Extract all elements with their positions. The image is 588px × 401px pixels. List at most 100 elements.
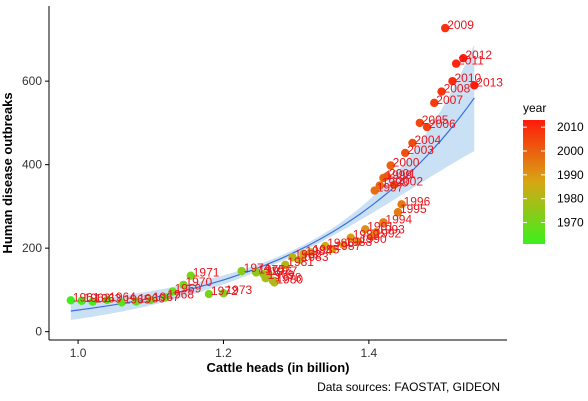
legend-ticks: 1970 1980 1990 2000 2010 — [523, 120, 584, 230]
point-label-2005: 2005 — [422, 113, 449, 127]
x-tick-label: 1.2 — [215, 346, 232, 360]
data-point-1981 — [281, 260, 290, 270]
point-label-2007: 2007 — [436, 93, 463, 107]
point-label-1961: 1961 — [73, 290, 100, 304]
data-point-2009 — [441, 23, 450, 33]
point-label-1976: 1976 — [265, 264, 292, 278]
data-point-1993 — [371, 228, 381, 237]
point-label-1987: 1987 — [335, 239, 362, 253]
data-point-1990 — [353, 237, 363, 247]
y-axis: 0 200 400 600 — [22, 6, 50, 340]
data-point-1982 — [288, 253, 297, 262]
point-label-2010: 2010 — [454, 71, 481, 85]
data-point-2001 — [382, 172, 392, 181]
data-point-2011 — [451, 59, 461, 68]
point-label-1992: 1992 — [375, 226, 402, 240]
legend: year 1970 1980 1990 2000 2010 — [523, 101, 584, 244]
point-label-1990: 1990 — [360, 232, 387, 246]
point-label-1963: 1963 — [95, 292, 122, 306]
point-label-1989: 1989 — [353, 228, 380, 242]
data-point-2006 — [422, 122, 432, 132]
legend-tick-label: 2010 — [557, 120, 584, 134]
point-label-1996: 1996 — [404, 194, 431, 208]
point-label-1985: 1985 — [313, 242, 340, 256]
data-point-1985 — [306, 248, 315, 257]
point-label-1997: 1997 — [377, 181, 404, 195]
point-label-1964: 1964 — [109, 290, 136, 304]
legend-tick-label: 1990 — [557, 168, 584, 182]
data-point-1973 — [219, 289, 228, 298]
point-label-1971: 1971 — [193, 266, 220, 280]
point-label-1993: 1993 — [378, 222, 405, 236]
point-label-2012: 2012 — [465, 48, 492, 62]
legend-tick-label: 1980 — [557, 192, 584, 206]
points-layer — [66, 23, 479, 307]
point-label-2011: 2011 — [458, 54, 484, 68]
x-ticks: 1.0 1.2 1.4 — [70, 340, 378, 360]
x-tick-label: 1.0 — [70, 346, 87, 360]
point-label-1980: 1980 — [276, 272, 303, 286]
point-labels-layer: 1961196219631964196519661967196819691970… — [73, 18, 503, 306]
data-point-1964 — [102, 295, 112, 305]
data-point-1962 — [77, 296, 86, 305]
point-label-1983: 1983 — [302, 250, 329, 264]
point-label-1973: 1973 — [225, 283, 252, 297]
data-point-1979 — [261, 274, 270, 283]
y-tick-label: 0 — [35, 325, 42, 339]
point-label-1998: 1998 — [382, 176, 409, 190]
data-point-1965 — [117, 298, 126, 307]
point-label-2013: 2013 — [476, 75, 503, 89]
x-axis: 1.0 1.2 1.4 — [49, 339, 507, 360]
data-point-2013 — [470, 81, 479, 90]
data-point-1986 — [321, 241, 330, 251]
point-label-1999: 1999 — [385, 168, 412, 182]
data-point-1975 — [251, 268, 261, 277]
data-point-2002 — [390, 180, 399, 189]
data-point-1988 — [339, 240, 348, 250]
point-label-1979: 1979 — [268, 268, 295, 282]
point-label-1967: 1967 — [153, 290, 180, 304]
point-label-2009: 2009 — [447, 18, 474, 32]
data-point-2004 — [408, 138, 417, 148]
data-point-2000 — [386, 161, 395, 170]
y-ticks: 0 200 400 600 — [22, 74, 49, 339]
point-label-1986: 1986 — [327, 236, 354, 250]
data-point-2008 — [437, 87, 446, 96]
point-label-1978: 1978 — [275, 271, 302, 285]
legend-colorbar — [523, 120, 545, 244]
y-tick-label: 400 — [22, 158, 42, 172]
point-label-2000: 2000 — [393, 155, 420, 169]
data-source-caption: Data sources: FAOSTAT, GIDEON — [317, 380, 500, 394]
data-point-1968 — [161, 293, 170, 302]
point-label-2003: 2003 — [407, 143, 434, 157]
data-point-2012 — [459, 53, 468, 63]
data-point-1989 — [346, 233, 355, 242]
y-axis-title: Human disease outbreaks — [0, 92, 15, 253]
y-tick-label: 200 — [22, 241, 42, 255]
point-label-1968: 1968 — [167, 287, 194, 301]
data-point-1972 — [204, 289, 214, 299]
data-point-1970 — [179, 280, 188, 290]
y-tick-label: 600 — [22, 74, 42, 88]
point-label-1991: 1991 — [367, 219, 394, 233]
data-point-1987 — [328, 244, 337, 254]
data-point-2007 — [430, 98, 439, 108]
point-label-2008: 2008 — [444, 82, 471, 96]
data-point-2003 — [401, 148, 410, 158]
data-point-2005 — [415, 118, 424, 128]
data-point-1991 — [361, 225, 370, 234]
point-label-2004: 2004 — [414, 133, 441, 147]
data-point-1996 — [397, 200, 406, 209]
legend-tick-label: 1970 — [557, 216, 584, 230]
data-point-1967 — [146, 295, 155, 305]
legend-title: year — [523, 101, 546, 115]
point-label-1974: 1974 — [244, 261, 271, 275]
point-label-1972: 1972 — [211, 284, 238, 298]
point-label-1984: 1984 — [305, 244, 332, 258]
x-axis-title: Cattle heads (in billion) — [206, 360, 349, 375]
data-point-1974 — [237, 266, 246, 276]
data-point-1969 — [168, 287, 177, 296]
point-label-2001: 2001 — [389, 166, 416, 180]
point-label-1994: 1994 — [385, 212, 412, 226]
